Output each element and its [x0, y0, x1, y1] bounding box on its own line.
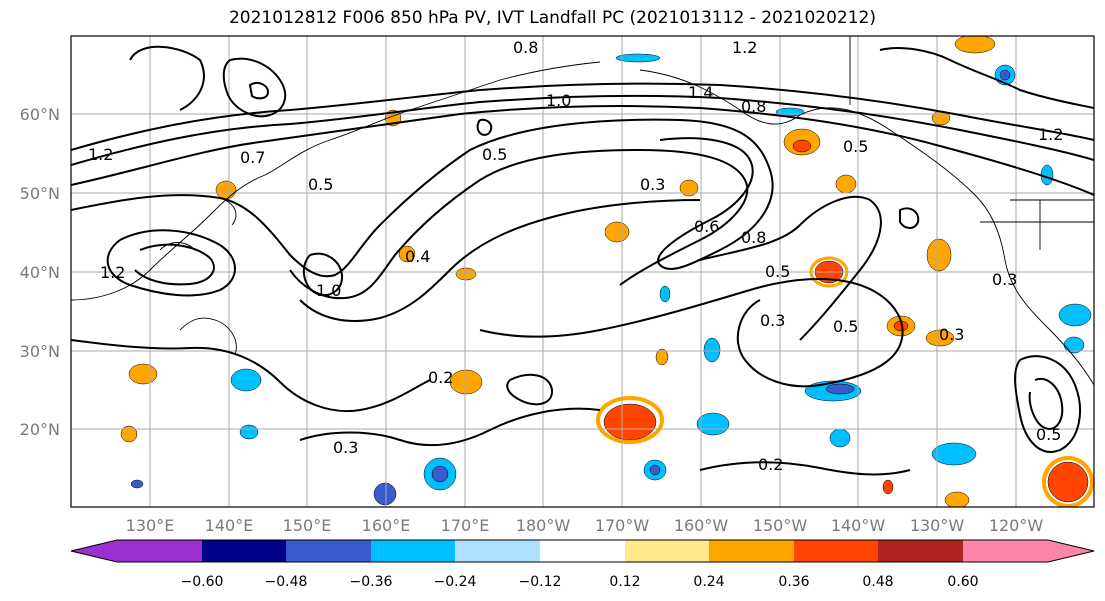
svg-text:0.5: 0.5: [833, 317, 858, 336]
map-title: 2021012812 F006 850 hPa PV, IVT Landfall…: [228, 8, 876, 28]
latitude-labels: 60°N 50°N 40°N 30°N 20°N: [20, 105, 60, 439]
svg-text:130°W: 130°W: [910, 516, 965, 535]
svg-text:0.6: 0.6: [694, 217, 719, 236]
colorbar-tick: −0.60: [181, 574, 224, 590]
contour-labels: 0.8 1.2 1.0 1.4 0.8 1.2 1.2 0.5 0.7 0.5 …: [88, 38, 1063, 474]
lat-label-60n: 60°N: [20, 105, 60, 124]
svg-text:0.5: 0.5: [843, 137, 868, 156]
colorbar-swatch: [71, 540, 117, 562]
svg-text:0.3: 0.3: [760, 311, 785, 330]
colorbar-swatch: [625, 540, 709, 562]
colorbar-swatch: [794, 540, 878, 562]
colorbar-tick: 0.48: [862, 574, 893, 590]
colorbar-swatch: [709, 540, 794, 562]
svg-text:1.2: 1.2: [100, 263, 125, 282]
colorbar-swatch: [286, 540, 371, 562]
colorbar-tick-labels: −0.60 −0.48 −0.36 −0.24 −0.12 0.12 0.24 …: [181, 574, 979, 590]
svg-text:0.3: 0.3: [333, 438, 358, 457]
svg-text:0.2: 0.2: [428, 368, 453, 387]
svg-text:1.0: 1.0: [316, 281, 341, 300]
svg-text:0.5: 0.5: [765, 262, 790, 281]
colorbar-tick: 0.60: [947, 574, 978, 590]
svg-text:1.0: 1.0: [546, 91, 571, 110]
colorbar-tick: −0.48: [265, 574, 308, 590]
lat-label-40n: 40°N: [20, 263, 60, 282]
svg-text:170°W: 170°W: [595, 516, 650, 535]
svg-text:0.8: 0.8: [513, 38, 538, 57]
colorbar: −0.60 −0.48 −0.36 −0.24 −0.12 0.12 0.24 …: [70, 539, 1095, 590]
colorbar-swatch: [202, 540, 286, 562]
colorbar-tick: −0.36: [350, 574, 393, 590]
colorbar-swatch: [1048, 540, 1094, 562]
svg-text:1.2: 1.2: [732, 38, 757, 57]
svg-text:0.8: 0.8: [741, 228, 766, 247]
svg-text:0.3: 0.3: [640, 175, 665, 194]
colorbar-swatch: [540, 540, 625, 562]
svg-text:0.7: 0.7: [240, 148, 265, 167]
svg-text:120°W: 120°W: [989, 516, 1044, 535]
svg-text:0.3: 0.3: [992, 270, 1017, 289]
colorbar-swatches: [70, 539, 1095, 563]
svg-text:150°W: 150°W: [753, 516, 808, 535]
colorbar-swatch: [455, 540, 540, 562]
svg-text:0.2: 0.2: [758, 455, 783, 474]
svg-text:140°E: 140°E: [205, 516, 254, 535]
svg-text:1.2: 1.2: [88, 145, 113, 164]
colorbar-tick: −0.12: [519, 574, 562, 590]
colorbar-tick: 0.12: [609, 574, 640, 590]
lat-label-50n: 50°N: [20, 184, 60, 203]
colorbar-swatch: [371, 540, 455, 562]
svg-text:0.4: 0.4: [405, 247, 430, 266]
svg-text:0.5: 0.5: [1036, 425, 1061, 444]
svg-text:1.4: 1.4: [688, 83, 713, 102]
svg-text:0.3: 0.3: [939, 325, 964, 344]
map-plot-area: 0.8 1.2 1.0 1.4 0.8 1.2 1.2 0.5 0.7 0.5 …: [71, 36, 1094, 507]
colorbar-swatch: [117, 540, 202, 562]
lat-label-20n: 20°N: [20, 420, 60, 439]
colorbar-tick: 0.24: [693, 574, 724, 590]
svg-text:0.8: 0.8: [741, 97, 766, 116]
colorbar-outline: [70, 539, 1095, 563]
svg-text:1.2: 1.2: [1038, 125, 1063, 144]
svg-text:160°E: 160°E: [362, 516, 411, 535]
colorbar-tick: −0.24: [434, 574, 477, 590]
colorbar-swatch: [963, 540, 1048, 562]
coastlines: [71, 36, 1094, 386]
svg-text:150°E: 150°E: [283, 516, 332, 535]
pc-anomaly-fill: [120, 36, 1094, 507]
svg-text:0.5: 0.5: [308, 175, 333, 194]
longitude-labels: 130°E 140°E 150°E 160°E 170°E 180°W 170°…: [126, 516, 1044, 535]
svg-text:160°W: 160°W: [674, 516, 729, 535]
colorbar-tick: 0.36: [778, 574, 809, 590]
svg-text:130°E: 130°E: [126, 516, 175, 535]
plot-frame: [70, 35, 1095, 508]
svg-text:170°E: 170°E: [441, 516, 490, 535]
svg-text:140°W: 140°W: [831, 516, 886, 535]
svg-text:0.5: 0.5: [482, 145, 507, 164]
lat-label-30n: 30°N: [20, 342, 60, 361]
pv-contours: [71, 45, 1094, 476]
colorbar-swatch: [878, 540, 963, 562]
svg-text:180°W: 180°W: [516, 516, 571, 535]
